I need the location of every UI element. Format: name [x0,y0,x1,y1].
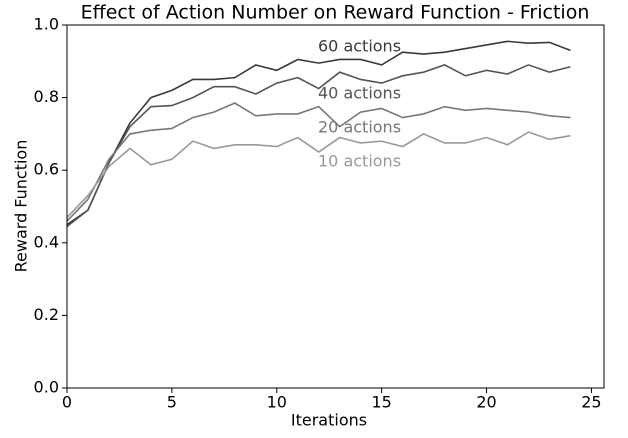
series-line [66,102,571,222]
y-tick-label: 0.8 [34,87,59,106]
x-tick-label: 25 [581,393,601,412]
y-tick-label: 0.6 [34,160,59,179]
series-label: 60 actions [318,37,401,56]
chart-title: Effect of Action Number on Reward Functi… [81,2,590,24]
series-label: 20 actions [318,118,401,137]
y-tick-label: 0.2 [34,305,59,324]
series-line [66,40,571,226]
x-tick-label: 20 [476,393,496,412]
y-tick-label: 0.4 [34,232,59,251]
series-label: 40 actions [318,84,401,103]
series-label: 10 actions [318,152,401,171]
y-tick-label: 0.0 [34,378,59,397]
x-tick-label: 15 [371,393,391,412]
x-tick-label: 0 [62,393,72,412]
x-tick-label: 5 [167,393,177,412]
y-axis-label: Reward Function [12,140,31,273]
x-axis-label: Iterations [291,411,367,430]
series-line [66,64,571,228]
x-tick-label: 10 [267,393,287,412]
series-line [66,131,571,218]
plot-frame [66,24,605,389]
y-tick-label: 1.0 [34,15,59,34]
